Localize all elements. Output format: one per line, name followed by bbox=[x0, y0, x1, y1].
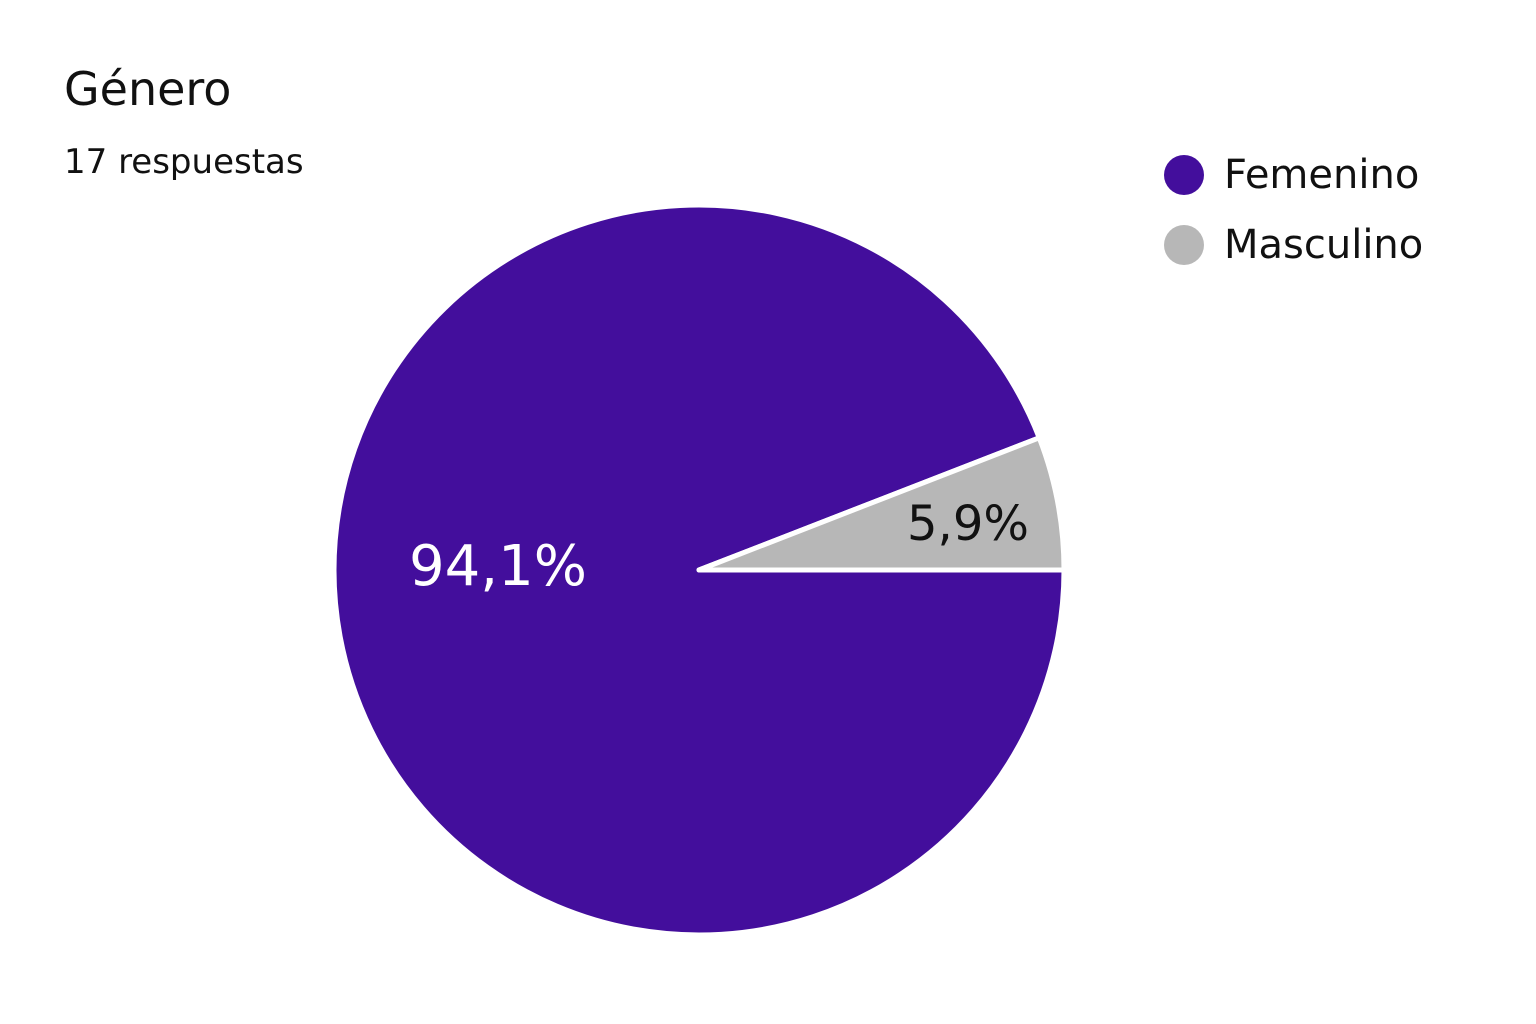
legend-item-masculino[interactable]: Masculino bbox=[1164, 210, 1423, 280]
legend-swatch bbox=[1164, 155, 1204, 195]
response-count: 17 respuestas bbox=[64, 142, 304, 182]
slice-label-femenino: 94,1% bbox=[409, 534, 587, 599]
chart-title: Género bbox=[64, 62, 232, 116]
legend-label: Femenino bbox=[1224, 152, 1420, 198]
slice-label-masculino: 5,9% bbox=[907, 496, 1029, 552]
legend-swatch bbox=[1164, 225, 1204, 265]
legend: Femenino Masculino bbox=[1164, 140, 1423, 280]
legend-label: Masculino bbox=[1224, 222, 1424, 268]
legend-item-femenino[interactable]: Femenino bbox=[1164, 140, 1423, 210]
pie-slice-masculino[interactable] bbox=[696, 435, 1067, 573]
